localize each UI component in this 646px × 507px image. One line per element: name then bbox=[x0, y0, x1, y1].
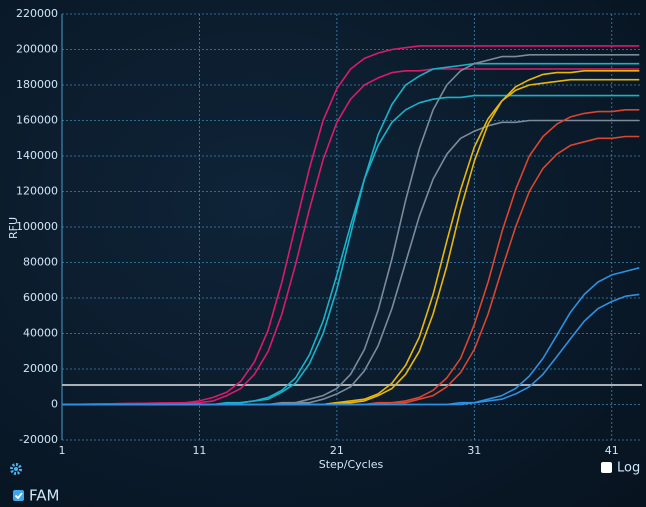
log-toggle[interactable]: Log bbox=[601, 461, 640, 476]
x-tick-label: 11 bbox=[192, 444, 206, 457]
channel-label: FAM bbox=[29, 487, 59, 505]
y-tick-label: 220000 bbox=[16, 7, 58, 20]
amplification-curve bbox=[61, 68, 640, 406]
x-tick-label: 1 bbox=[59, 444, 66, 457]
amplification-curve bbox=[62, 62, 640, 406]
y-tick-label: 40000 bbox=[23, 327, 58, 340]
x-tick-label: 41 bbox=[605, 444, 619, 457]
amplification-curve bbox=[62, 109, 640, 406]
plot: -20000 0 20000 40000 60000 80000 100000 120000 1… bbox=[16, 7, 642, 457]
x-tick-label: 21 bbox=[330, 444, 344, 457]
y-tick-label: 80000 bbox=[23, 256, 58, 269]
settings-icon[interactable] bbox=[10, 463, 22, 475]
x-tick-label: 31 bbox=[467, 444, 481, 457]
amplification-curve bbox=[62, 135, 640, 406]
gear bbox=[10, 463, 22, 475]
y-tick-label: 140000 bbox=[16, 149, 58, 162]
amplification-curve bbox=[62, 94, 640, 406]
y-tick-label: -20000 bbox=[19, 433, 58, 446]
y-tick-label: 200000 bbox=[16, 43, 58, 56]
y-tick-label: 0 bbox=[51, 398, 58, 411]
y-tick-label: 100000 bbox=[16, 220, 58, 233]
channel-toggle[interactable]: FAM bbox=[13, 487, 59, 505]
check-mark bbox=[14, 492, 23, 500]
amplification-curve bbox=[61, 45, 640, 406]
y-tick-label: 120000 bbox=[16, 185, 58, 198]
y-tick-label: 60000 bbox=[23, 291, 58, 304]
y-axis-label: RFU bbox=[7, 217, 20, 239]
amplification-curve bbox=[62, 293, 640, 406]
y-tick-label: 20000 bbox=[23, 362, 58, 375]
x-axis-label: Step/Cycles bbox=[319, 458, 384, 471]
checkbox-checked bbox=[13, 490, 24, 501]
amplification-curve bbox=[62, 53, 640, 406]
y-tick-label: 160000 bbox=[16, 114, 58, 127]
gear-hub bbox=[14, 467, 18, 471]
y-tick-label: 180000 bbox=[16, 78, 58, 91]
log-label: Log bbox=[617, 461, 640, 476]
checkbox bbox=[601, 462, 612, 473]
